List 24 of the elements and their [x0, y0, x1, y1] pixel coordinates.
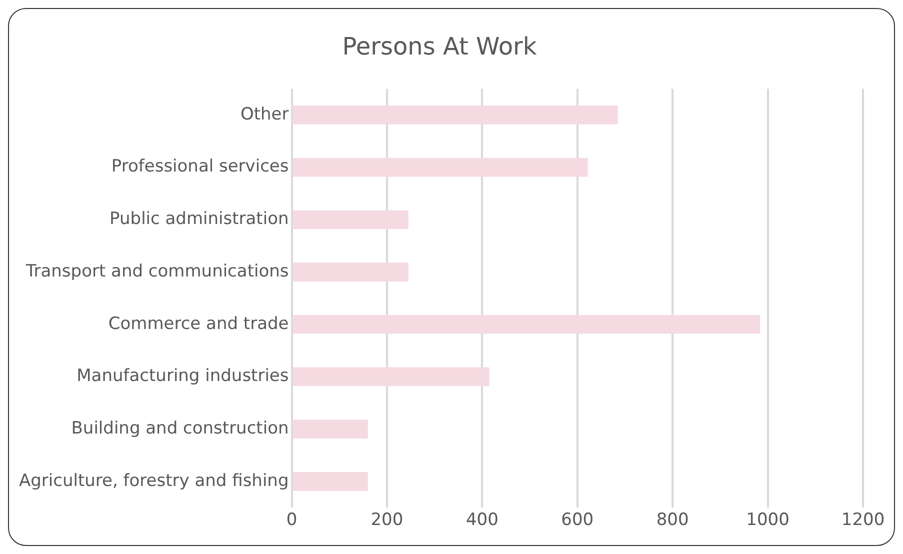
y-tick-label: Public administration: [110, 209, 289, 230]
x-tick-label: 1200: [841, 510, 885, 530]
y-tick-label: Manufacturing industries: [76, 366, 289, 386]
x-tick-label: 200: [370, 510, 404, 530]
y-tick-label: Agriculture, forestry and fishing: [18, 470, 289, 491]
x-tick-label: 400: [466, 510, 498, 530]
x-tick-label: 1000: [746, 510, 790, 530]
bar: [292, 314, 760, 334]
bar: [292, 210, 408, 230]
x-tick-label: 800: [656, 510, 689, 530]
x-tick-label: 0: [286, 510, 298, 530]
y-tick-label: Other: [240, 104, 289, 124]
bar: [292, 262, 408, 282]
bar: [292, 472, 368, 491]
bar: [292, 420, 368, 438]
y-tick-label: Professional services: [111, 156, 289, 177]
y-tick-label: Commerce and trade: [108, 314, 289, 334]
bar: [292, 158, 588, 177]
x-tick-label: 600: [561, 510, 594, 530]
bar: [292, 106, 618, 124]
y-tick-label: Building and construction: [71, 418, 289, 438]
y-tick-label: Transport and communications: [24, 261, 289, 282]
chart-title: Persons At Work: [342, 32, 537, 61]
bar: [292, 367, 490, 386]
